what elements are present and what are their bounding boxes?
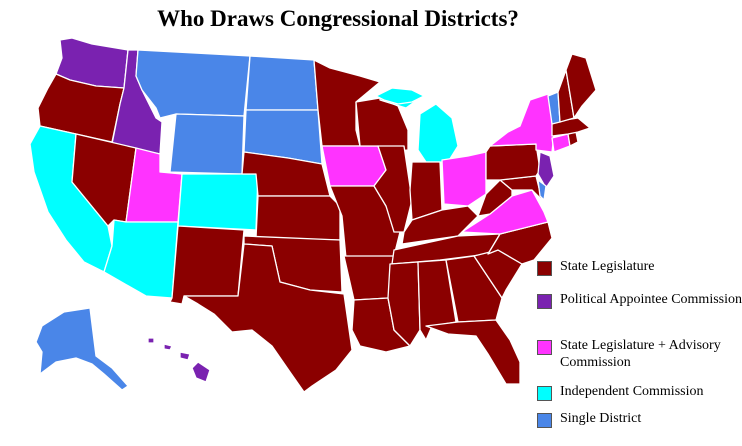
legend-label: Independent Commission	[560, 384, 704, 399]
state-AR	[343, 255, 395, 301]
state-IA	[321, 145, 387, 187]
legend-item-political-appointee: Political Appointee Commission	[537, 291, 742, 309]
state-HI-big	[191, 361, 211, 383]
state-FL	[425, 319, 521, 385]
legend-item-single-district: Single District	[537, 410, 742, 428]
state-NJ	[537, 151, 555, 189]
state-MT	[135, 49, 251, 119]
state-MI-LP	[417, 103, 459, 163]
state-AK	[35, 307, 129, 391]
state-IL	[373, 145, 413, 233]
legend-item-state-legislature: State Legislature	[537, 258, 742, 276]
state-CT	[551, 133, 571, 153]
state-HI-kauai	[147, 337, 155, 344]
state-MN	[313, 59, 381, 147]
legend-swatch	[537, 386, 552, 401]
state-ME	[565, 53, 597, 119]
state-KS	[255, 195, 341, 241]
legend-swatch	[537, 294, 552, 309]
state-MI-UP	[375, 87, 425, 105]
state-CO	[177, 173, 259, 231]
legend-label: State Legislature	[560, 259, 655, 274]
state-ND	[245, 55, 319, 111]
legend-label: State Legislature + Advisory Commission	[560, 338, 721, 370]
state-AZ	[103, 219, 179, 299]
state-TX	[183, 243, 353, 393]
state-MA	[551, 117, 591, 137]
state-DE	[537, 179, 547, 201]
legend-swatch	[537, 340, 552, 355]
state-HI-oahu	[163, 343, 173, 351]
legend-label: Single District	[560, 411, 642, 426]
state-NM	[169, 225, 245, 305]
state-PA	[485, 143, 541, 181]
state-GA	[445, 255, 503, 323]
legend-item-independent: Independent Commission	[537, 383, 742, 401]
state-KY	[401, 205, 479, 245]
legend-swatch	[537, 261, 552, 276]
legend-swatch	[537, 413, 552, 428]
state-HI-maui	[179, 351, 191, 361]
legend-label: Political Appointee Commission	[560, 292, 742, 307]
state-WY	[169, 113, 245, 175]
map-title: Who Draws Congressional Districts?	[157, 6, 519, 31]
state-NY	[489, 93, 555, 153]
legend-item-legislature-advisory: State Legislature + Advisory Commission	[537, 337, 742, 371]
state-OH	[441, 151, 487, 207]
